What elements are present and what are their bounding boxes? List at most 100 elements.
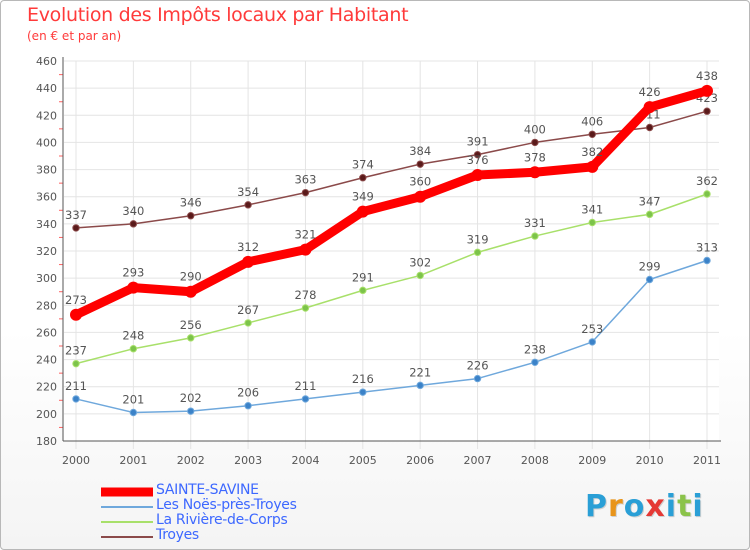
data-label: 374 [352, 158, 374, 172]
data-label: 211 [294, 379, 316, 393]
logo-letter: x [645, 489, 666, 524]
data-label: 237 [65, 344, 87, 358]
data-point [70, 308, 82, 321]
data-label: 206 [237, 386, 259, 400]
data-label: 202 [180, 391, 202, 405]
data-point [187, 407, 195, 415]
series-line [75, 259, 708, 414]
data-label: 346 [180, 196, 202, 210]
data-label: 382 [581, 145, 603, 159]
logo-letter: t [677, 489, 693, 524]
data-label: 216 [352, 372, 374, 386]
logo-letter: r [608, 489, 624, 524]
data-point [416, 381, 424, 390]
data-label: 376 [467, 153, 489, 167]
data-label: 340 [122, 204, 144, 218]
data-label: 221 [409, 365, 431, 379]
legend-label: La Rivière-de-Corps [156, 512, 288, 528]
data-label: 319 [467, 232, 489, 246]
x-tick-label: 2010 [636, 454, 664, 467]
y-tick-label: 320 [36, 245, 57, 258]
x-tick-label: 2005 [349, 454, 377, 467]
x-tick-label: 2009 [578, 454, 606, 467]
data-label: 253 [581, 322, 603, 336]
data-point [416, 271, 424, 280]
x-tick-label: 2004 [291, 454, 319, 467]
data-point [645, 210, 654, 219]
data-point [414, 190, 427, 203]
data-point [244, 402, 252, 410]
data-label: 331 [524, 216, 546, 230]
data-point [703, 190, 711, 198]
data-label: 347 [639, 194, 661, 208]
legend-label: SAINTE-SAVINE [156, 482, 259, 498]
data-point [184, 285, 197, 298]
data-point [129, 220, 138, 228]
data-label: 201 [122, 393, 144, 407]
data-label: 226 [467, 359, 489, 373]
x-tick-label: 2011 [693, 454, 721, 467]
y-tick-label: 240 [36, 354, 57, 367]
y-tick-label: 280 [36, 299, 57, 312]
data-label: 299 [639, 260, 661, 274]
data-point [528, 166, 541, 179]
data-label: 302 [409, 255, 431, 269]
data-label: 312 [237, 240, 259, 254]
data-point [643, 101, 656, 114]
y-tick-label: 380 [36, 164, 57, 177]
data-label: 321 [294, 228, 316, 242]
legend-swatch [101, 487, 153, 497]
series-line [71, 86, 712, 320]
legend-label: Les Noës-près-Troyes [156, 497, 297, 513]
data-point [645, 275, 654, 284]
legend-swatch [101, 506, 153, 508]
data-point [72, 395, 80, 403]
data-point [359, 388, 367, 396]
data-point [72, 224, 80, 232]
data-point [356, 205, 369, 218]
data-point [301, 395, 310, 403]
data-label: 391 [467, 135, 489, 149]
data-point [359, 286, 367, 295]
logo-letter: i [692, 489, 704, 524]
data-point [129, 345, 138, 353]
series-line [75, 193, 708, 365]
y-tick-label: 260 [36, 326, 57, 339]
data-label: 337 [65, 208, 87, 222]
y-tick-label: 300 [36, 272, 57, 285]
x-tick-label: 2003 [234, 454, 262, 467]
data-label: 238 [524, 342, 546, 356]
data-point [471, 169, 484, 181]
y-tick-label: 180 [36, 435, 57, 448]
data-point [359, 174, 367, 182]
data-point [187, 334, 195, 342]
data-point [473, 374, 482, 383]
data-label: 349 [352, 190, 374, 204]
data-point [301, 304, 310, 312]
x-tick-label: 2000 [62, 454, 90, 467]
data-point [244, 201, 252, 209]
data-label: 278 [294, 288, 316, 302]
y-tick-label: 220 [36, 381, 57, 394]
data-label: 290 [180, 270, 202, 284]
data-point [588, 130, 596, 138]
legend-swatch [101, 536, 153, 538]
data-label: 354 [237, 185, 259, 199]
data-point [588, 218, 596, 227]
data-label: 313 [696, 241, 718, 255]
data-label: 211 [65, 379, 87, 393]
data-point [187, 212, 195, 220]
series-line [75, 110, 708, 229]
proxiti-logo: Proxiti [585, 489, 704, 524]
data-point [242, 255, 255, 268]
data-point [416, 160, 424, 168]
data-point [244, 319, 252, 327]
x-tick-label: 2008 [521, 454, 549, 467]
y-tick-label: 340 [36, 218, 57, 231]
x-tick-label: 2006 [406, 454, 434, 467]
data-label: 267 [237, 303, 259, 317]
y-tick-label: 440 [36, 82, 57, 95]
chart-title: Evolution des Impôts locaux par Habitant [27, 4, 409, 26]
data-label: 341 [581, 203, 603, 217]
